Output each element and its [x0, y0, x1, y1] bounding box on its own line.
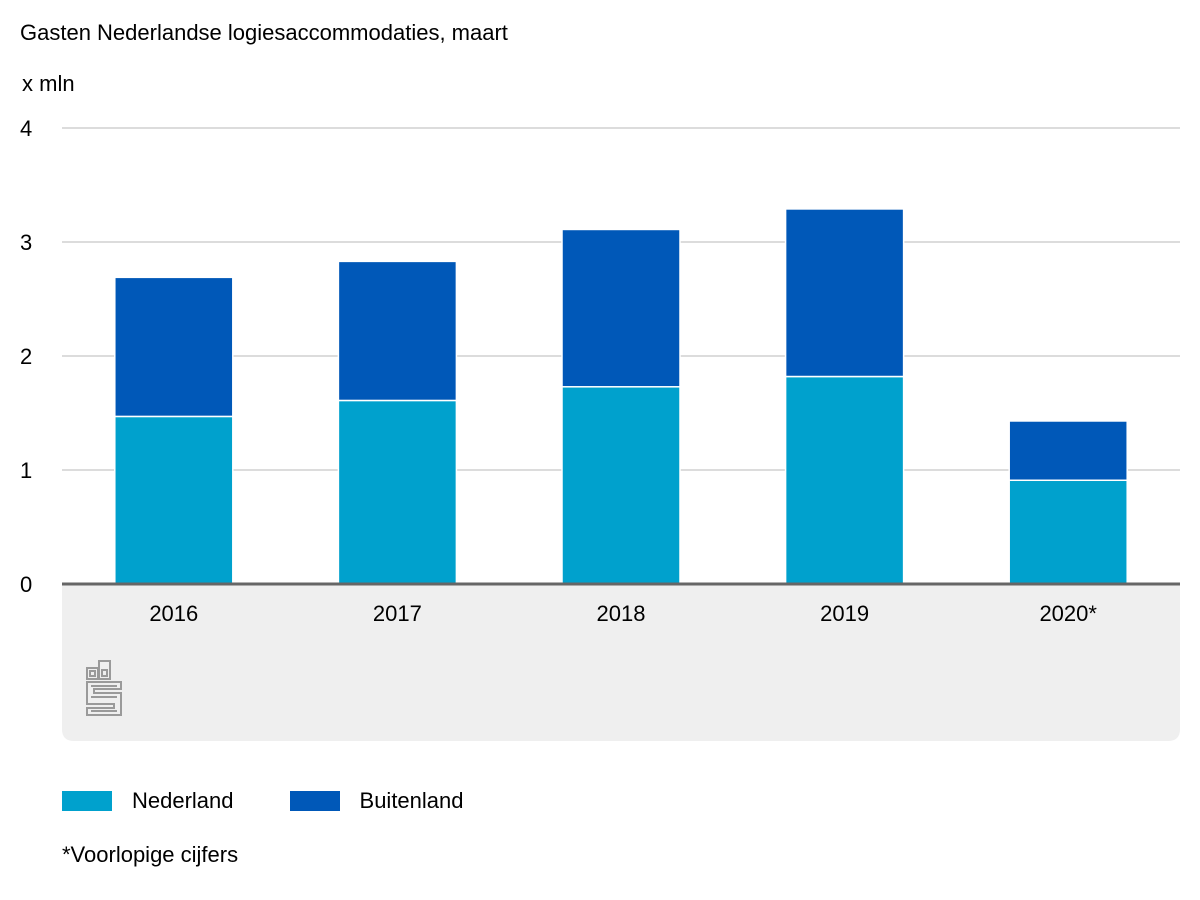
legend-swatch-nederland	[62, 791, 112, 811]
y-tick-labels: 0 1 2 3 4	[20, 116, 32, 597]
x-axis-panel	[62, 584, 1180, 741]
legend: Nederland Buitenland	[62, 788, 520, 814]
x-tick-label: 2017	[373, 601, 422, 626]
bar-buitenland-2019	[784, 208, 905, 378]
legend-item-buitenland: Buitenland	[289, 788, 464, 814]
bar-buitenland-2016	[114, 276, 234, 418]
legend-label-buitenland: Buitenland	[359, 788, 464, 813]
bar-buitenland-2020	[1008, 420, 1128, 482]
bar-nederland-2019	[784, 375, 905, 585]
y-tick-label: 3	[20, 230, 32, 255]
x-tick-label: 2018	[597, 601, 646, 626]
bar-buitenland-2018	[561, 228, 681, 388]
chart-title: Gasten Nederlandse logiesaccommodaties, …	[20, 20, 508, 45]
bar-nederland-2017	[337, 399, 458, 585]
x-tick-labels: 2016 2017 2018 2019 2020*	[149, 601, 1097, 626]
y-axis-unit-label: x mln	[22, 71, 75, 96]
x-tick-label: 2020*	[1039, 601, 1097, 626]
bar-nederland-2016	[114, 415, 234, 585]
y-tick-label: 1	[20, 458, 32, 483]
y-tick-label: 0	[20, 572, 32, 597]
cbs-logo-icon	[86, 660, 122, 716]
bar-nederland-2018	[561, 386, 681, 585]
bar-nederland-2020	[1008, 479, 1128, 585]
x-tick-label: 2016	[149, 601, 198, 626]
legend-label-nederland: Nederland	[132, 788, 234, 813]
footnote: *Voorlopige cijfers	[62, 842, 239, 867]
y-tick-label: 2	[20, 344, 32, 369]
legend-swatch-buitenland	[289, 791, 340, 811]
stacked-bar-chart: 0 1 2 3 4 2016 2017 2018 2019 2020*	[20, 116, 1180, 741]
x-tick-label: 2019	[820, 601, 869, 626]
legend-item-nederland: Nederland	[62, 788, 234, 814]
y-tick-label: 4	[20, 116, 32, 141]
bar-buitenland-2017	[337, 260, 458, 402]
bars	[114, 208, 1128, 585]
